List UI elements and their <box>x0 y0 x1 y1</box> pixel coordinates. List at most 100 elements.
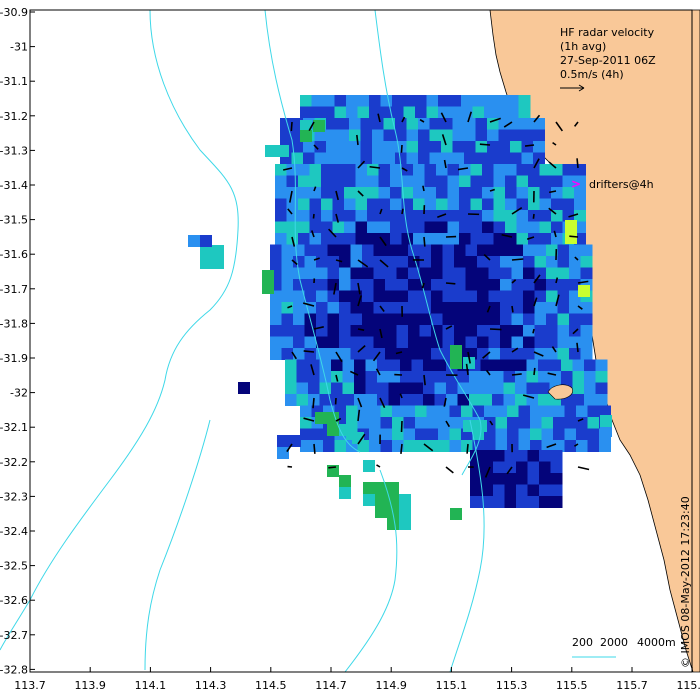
velocity-cell <box>314 141 327 153</box>
velocity-cell <box>355 210 368 222</box>
velocity-cell <box>516 484 528 497</box>
velocity-cell <box>383 152 396 165</box>
velocity-cell <box>546 290 558 303</box>
velocity-cell <box>339 487 351 499</box>
velocity-cell <box>446 382 458 395</box>
isobath-label-4000: 4000m <box>637 636 676 649</box>
velocity-cell <box>298 210 310 222</box>
velocity-cell <box>434 382 447 395</box>
velocity-arrow <box>357 328 365 331</box>
velocity-cell <box>500 267 512 280</box>
velocity-cell <box>546 325 558 337</box>
velocity-arrow <box>423 374 426 386</box>
velocity-cell <box>580 336 593 349</box>
velocity-cell <box>459 164 471 176</box>
velocity-cell <box>587 440 600 452</box>
velocity-cell <box>481 461 494 474</box>
lon-tick-label: 115.7 <box>616 679 648 692</box>
velocity-cell <box>541 417 554 429</box>
velocity-cell <box>300 440 312 452</box>
velocity-cell <box>339 290 351 303</box>
legend-subtitle: (1h avg) <box>560 40 606 53</box>
velocity-cell <box>377 382 389 395</box>
velocity-cell <box>498 141 511 153</box>
velocity-cell <box>482 175 494 188</box>
velocity-cell <box>373 244 386 257</box>
legend-timestamp: 27-Sep-2011 06Z <box>560 54 656 67</box>
velocity-cell <box>553 428 565 441</box>
velocity-cell <box>557 290 570 303</box>
velocity-cell <box>553 405 565 418</box>
velocity-cell <box>408 290 420 303</box>
velocity-cell <box>600 425 612 437</box>
velocity-cell <box>418 129 430 142</box>
velocity-cell <box>303 141 315 153</box>
velocity-cell <box>293 336 305 349</box>
velocity-cell <box>270 244 282 257</box>
velocity-arrow <box>310 364 315 376</box>
velocity-cell <box>424 187 437 199</box>
velocity-cell <box>477 325 489 337</box>
velocity-cell <box>516 461 528 474</box>
velocity-cell <box>362 313 374 326</box>
velocity-cell <box>449 95 462 107</box>
velocity-arrow <box>313 443 316 454</box>
isobath-legend: 200 2000 4000m <box>572 636 676 658</box>
velocity-cell <box>487 152 499 165</box>
velocity-cell <box>275 175 287 188</box>
velocity-cell <box>493 221 506 234</box>
velocity-cell <box>438 405 450 418</box>
velocity-cell <box>375 494 387 506</box>
velocity-cell <box>399 518 411 530</box>
velocity-arrow <box>479 143 491 146</box>
velocity-cell <box>459 221 471 234</box>
velocity-arrow <box>349 370 359 376</box>
velocity-cell <box>344 210 356 222</box>
lon-tick-label: 115.5 <box>556 679 588 692</box>
velocity-cell <box>354 382 366 395</box>
velocity-cell <box>423 359 435 372</box>
velocity-cell <box>580 348 593 360</box>
velocity-cell <box>569 302 581 314</box>
isobath-label-2000: 2000 <box>600 636 628 649</box>
velocity-cell <box>488 313 501 326</box>
velocity-cell <box>400 394 412 406</box>
velocity-cell <box>300 130 312 142</box>
velocity-cell <box>262 270 274 282</box>
velocity-arrow <box>533 297 538 307</box>
velocity-cell <box>298 164 310 176</box>
velocity-arrow <box>287 208 293 215</box>
velocity-cell <box>309 187 322 199</box>
velocity-cell <box>477 313 489 326</box>
velocity-cell <box>298 187 310 199</box>
velocity-arrow <box>335 351 343 363</box>
velocity-cell <box>298 175 310 188</box>
velocity-cell <box>387 494 399 506</box>
velocity-cell <box>396 348 409 360</box>
velocity-cell <box>470 198 483 211</box>
velocity-cell <box>342 382 355 395</box>
velocity-cell <box>523 302 535 314</box>
velocity-cell <box>534 302 547 314</box>
velocity-cell <box>319 371 332 383</box>
velocity-cell <box>454 267 466 280</box>
island <box>547 384 573 400</box>
velocity-cell <box>426 405 439 418</box>
velocity-cell <box>565 232 577 244</box>
velocity-cell <box>599 440 611 452</box>
velocity-cell <box>316 302 328 314</box>
velocity-cell <box>355 198 368 211</box>
velocity-cell <box>372 141 384 153</box>
velocity-cell <box>495 95 508 107</box>
velocity-cell <box>538 394 550 406</box>
velocity-cell <box>377 394 389 406</box>
legend-title: HF radar velocity <box>560 26 655 39</box>
velocity-cell <box>572 382 585 395</box>
velocity-arrow <box>547 372 557 376</box>
velocity-arrow <box>522 394 535 399</box>
velocity-cell <box>503 394 516 406</box>
velocity-cell <box>449 106 462 119</box>
lat-tick-label: -31.3 <box>0 144 28 157</box>
velocity-cell <box>303 152 315 165</box>
velocity-cell <box>557 313 570 326</box>
